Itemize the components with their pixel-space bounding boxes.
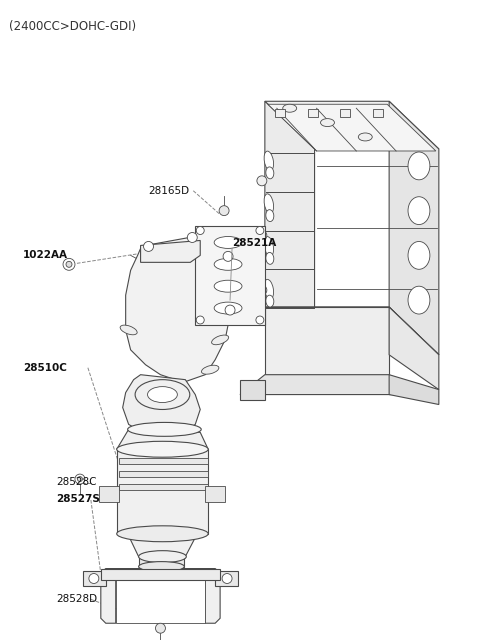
Circle shape — [257, 176, 267, 186]
Text: 28528D: 28528D — [56, 594, 97, 604]
Ellipse shape — [408, 241, 430, 269]
Circle shape — [156, 623, 166, 633]
Circle shape — [187, 232, 197, 243]
Ellipse shape — [264, 151, 274, 171]
Text: 28528C: 28528C — [56, 477, 96, 487]
Polygon shape — [139, 557, 184, 567]
Text: 28510C: 28510C — [23, 363, 67, 373]
Ellipse shape — [264, 194, 274, 214]
Circle shape — [196, 316, 204, 324]
Ellipse shape — [214, 258, 242, 270]
Circle shape — [256, 316, 264, 324]
Ellipse shape — [408, 196, 430, 225]
Polygon shape — [240, 379, 265, 399]
Ellipse shape — [120, 325, 137, 334]
Circle shape — [223, 252, 233, 261]
Ellipse shape — [128, 422, 201, 437]
Ellipse shape — [139, 562, 184, 571]
Polygon shape — [389, 101, 439, 355]
Ellipse shape — [358, 133, 372, 141]
Polygon shape — [265, 307, 389, 375]
Polygon shape — [215, 571, 238, 586]
Polygon shape — [265, 307, 439, 355]
Ellipse shape — [117, 526, 208, 542]
Ellipse shape — [212, 335, 228, 345]
Ellipse shape — [147, 386, 178, 403]
Circle shape — [89, 573, 99, 584]
Polygon shape — [265, 307, 439, 355]
Polygon shape — [265, 101, 439, 149]
Circle shape — [222, 573, 232, 584]
Ellipse shape — [214, 302, 242, 314]
Ellipse shape — [321, 119, 335, 126]
Ellipse shape — [264, 279, 274, 299]
Circle shape — [63, 258, 75, 270]
Polygon shape — [117, 429, 208, 449]
Ellipse shape — [264, 237, 274, 256]
Polygon shape — [141, 241, 200, 263]
Polygon shape — [195, 225, 265, 325]
Circle shape — [144, 241, 154, 252]
Ellipse shape — [266, 252, 274, 265]
Text: 28527S: 28527S — [56, 494, 100, 504]
Ellipse shape — [266, 210, 274, 221]
Polygon shape — [101, 569, 220, 623]
Ellipse shape — [266, 167, 274, 179]
Polygon shape — [101, 569, 220, 580]
Ellipse shape — [117, 441, 208, 457]
Polygon shape — [389, 375, 439, 404]
Circle shape — [257, 230, 267, 241]
Polygon shape — [275, 109, 285, 117]
Circle shape — [196, 227, 204, 234]
Polygon shape — [116, 580, 205, 623]
Ellipse shape — [214, 281, 242, 292]
Ellipse shape — [408, 152, 430, 180]
Text: 28165D: 28165D — [148, 186, 190, 196]
Polygon shape — [205, 486, 225, 502]
Ellipse shape — [266, 295, 274, 307]
Polygon shape — [117, 449, 208, 534]
Polygon shape — [83, 571, 106, 586]
Polygon shape — [119, 458, 208, 464]
Ellipse shape — [202, 365, 219, 374]
Circle shape — [219, 205, 229, 216]
Ellipse shape — [139, 551, 186, 562]
Polygon shape — [268, 104, 436, 151]
Circle shape — [75, 474, 85, 484]
Polygon shape — [373, 109, 383, 117]
Polygon shape — [240, 375, 414, 395]
Ellipse shape — [214, 236, 242, 248]
Circle shape — [225, 305, 235, 315]
Circle shape — [77, 476, 83, 482]
Circle shape — [257, 285, 267, 295]
Circle shape — [66, 261, 72, 267]
Polygon shape — [308, 109, 318, 117]
Polygon shape — [119, 484, 208, 490]
Circle shape — [256, 227, 264, 234]
Polygon shape — [119, 471, 208, 477]
Polygon shape — [340, 109, 350, 117]
Ellipse shape — [283, 104, 297, 112]
Text: 1022AA: 1022AA — [23, 250, 68, 261]
Polygon shape — [128, 534, 197, 557]
Polygon shape — [126, 236, 240, 381]
Ellipse shape — [135, 379, 190, 410]
Polygon shape — [123, 375, 200, 435]
Text: (2400CC>DOHC-GDI): (2400CC>DOHC-GDI) — [9, 20, 136, 33]
Polygon shape — [389, 307, 439, 390]
Text: 28521A: 28521A — [232, 238, 276, 248]
Polygon shape — [265, 101, 314, 355]
Polygon shape — [99, 486, 119, 502]
Ellipse shape — [408, 286, 430, 314]
